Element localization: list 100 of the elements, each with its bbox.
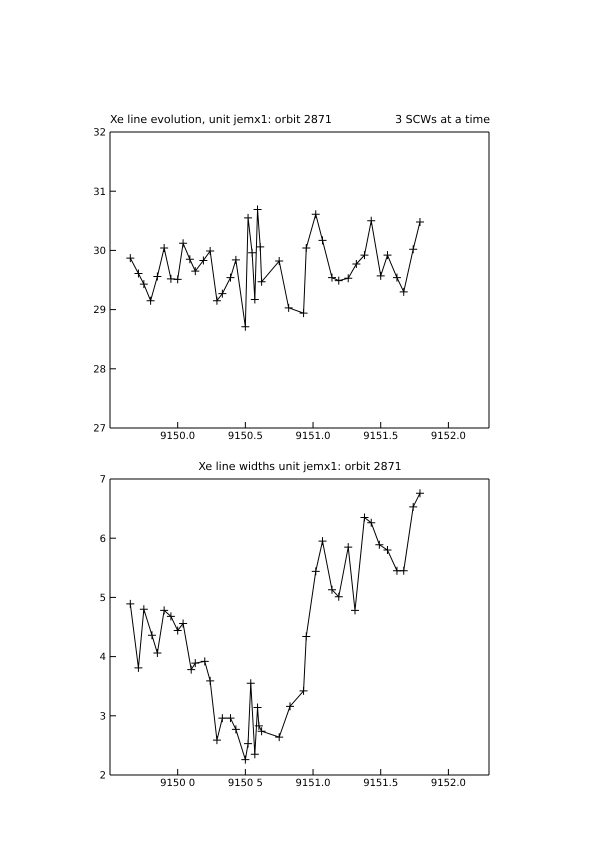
point bbox=[146, 296, 156, 306]
point bbox=[284, 303, 294, 312]
x-tick-label: 9151.5 bbox=[363, 778, 398, 790]
point bbox=[240, 755, 250, 764]
point bbox=[253, 205, 262, 214]
y-tick-label: 7 bbox=[100, 474, 106, 486]
point bbox=[311, 210, 320, 219]
chart-title: Xe line widths unit jemx1: orbit 2871 bbox=[198, 460, 402, 475]
point bbox=[190, 658, 200, 668]
point bbox=[327, 585, 336, 594]
point bbox=[200, 656, 210, 666]
point bbox=[256, 242, 265, 252]
point bbox=[160, 244, 169, 253]
point bbox=[231, 255, 240, 264]
point bbox=[360, 250, 369, 260]
point bbox=[408, 502, 418, 512]
point bbox=[173, 626, 182, 636]
point bbox=[299, 308, 308, 318]
point bbox=[178, 238, 188, 248]
point bbox=[399, 566, 408, 576]
y-tick-label: 2 bbox=[100, 770, 106, 782]
point bbox=[415, 217, 424, 226]
x-tick-label: 9150 0 bbox=[160, 778, 196, 790]
point bbox=[344, 274, 353, 283]
point bbox=[186, 665, 196, 674]
point bbox=[257, 277, 266, 286]
point bbox=[399, 287, 408, 296]
point bbox=[274, 732, 284, 742]
point bbox=[318, 536, 328, 546]
point bbox=[212, 296, 222, 306]
point bbox=[139, 280, 148, 289]
point bbox=[360, 512, 369, 522]
point bbox=[139, 604, 148, 614]
point bbox=[253, 703, 262, 712]
point bbox=[376, 271, 386, 280]
y-tick-label: 27 bbox=[93, 424, 106, 435]
point bbox=[311, 566, 320, 576]
point bbox=[231, 724, 240, 734]
x-tick-label: 9152.0 bbox=[430, 778, 466, 790]
point bbox=[246, 678, 256, 688]
point bbox=[392, 566, 402, 576]
x-tick-label: 9151.0 bbox=[296, 778, 331, 790]
y-tick-label: 6 bbox=[100, 534, 106, 545]
point bbox=[166, 274, 176, 284]
point bbox=[152, 648, 162, 658]
point bbox=[226, 273, 235, 282]
point bbox=[218, 289, 227, 298]
point bbox=[134, 268, 143, 278]
point bbox=[206, 676, 215, 686]
point bbox=[352, 260, 361, 269]
point bbox=[366, 518, 376, 528]
point bbox=[250, 750, 260, 759]
y-tick-label: 3 bbox=[100, 711, 106, 722]
y-tick-label: 4 bbox=[100, 652, 106, 664]
point bbox=[299, 686, 308, 696]
point bbox=[392, 273, 402, 282]
point bbox=[147, 630, 156, 640]
point bbox=[160, 606, 169, 615]
point bbox=[173, 274, 182, 284]
point bbox=[382, 546, 392, 555]
point bbox=[152, 272, 162, 281]
point bbox=[250, 295, 260, 304]
point bbox=[286, 702, 295, 711]
chart-subtitle: 3 SCWs at a time bbox=[395, 113, 490, 128]
point bbox=[302, 632, 311, 641]
point bbox=[212, 736, 222, 745]
point bbox=[374, 540, 384, 550]
point bbox=[415, 488, 424, 498]
y-tick-label: 31 bbox=[93, 186, 106, 198]
point bbox=[185, 254, 194, 264]
point bbox=[302, 244, 311, 253]
point bbox=[178, 618, 188, 628]
point bbox=[248, 248, 257, 258]
point bbox=[408, 244, 418, 254]
point bbox=[126, 599, 135, 608]
x-tick-label: 9151.5 bbox=[363, 431, 398, 442]
y-tick-label: 5 bbox=[100, 592, 106, 604]
point bbox=[274, 256, 284, 266]
x-tick-label: 9150.0 bbox=[160, 431, 196, 442]
point bbox=[344, 542, 353, 552]
point bbox=[126, 254, 135, 263]
point bbox=[190, 266, 200, 276]
y-tick-label: 32 bbox=[93, 128, 106, 139]
point bbox=[244, 739, 253, 748]
chart-title: Xe line evolution, unit jemx1: orbit 2871 bbox=[110, 113, 332, 128]
y-tick-label: 30 bbox=[93, 246, 106, 257]
point bbox=[366, 216, 376, 226]
x-tick-label: 9152.0 bbox=[430, 431, 466, 442]
point bbox=[206, 246, 215, 256]
point bbox=[334, 592, 344, 602]
point bbox=[166, 612, 176, 621]
point bbox=[240, 322, 250, 332]
x-tick-label: 9150 5 bbox=[228, 778, 263, 790]
point bbox=[382, 250, 392, 260]
x-tick-label: 9151.0 bbox=[296, 431, 331, 442]
point bbox=[226, 714, 235, 723]
y-tick-label: 29 bbox=[93, 305, 106, 316]
point bbox=[318, 236, 328, 245]
x-tick-label: 9150.5 bbox=[228, 431, 263, 442]
point bbox=[218, 714, 227, 723]
